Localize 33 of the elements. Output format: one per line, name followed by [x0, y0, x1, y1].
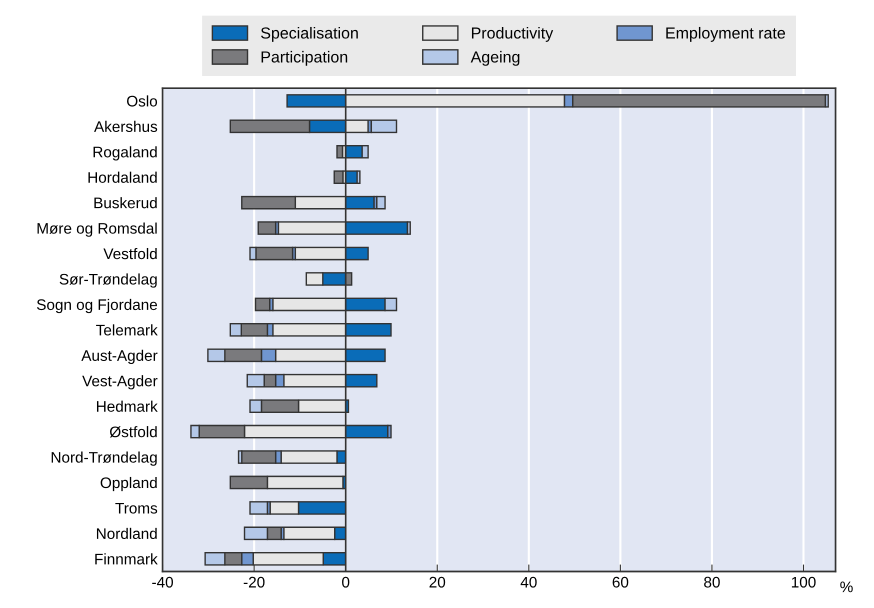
y-tick-label: Akershus — [94, 120, 158, 132]
x-tick-label: 100 — [792, 576, 816, 588]
y-tick-label: Rogaland — [94, 146, 157, 160]
y-tick-label: Hordaland — [88, 172, 157, 183]
y-tick-label: Nord-Trøndelag — [52, 452, 157, 466]
x-axis-title: % — [840, 582, 853, 592]
y-tick-label: Aust-Agder — [81, 350, 158, 364]
y-tick-label: Oslo — [127, 95, 158, 107]
legend-label: Participation — [262, 50, 348, 66]
y-tick-label: Oppland — [100, 476, 157, 492]
y-tick-label: Telemark — [96, 324, 158, 336]
y-tick-label: Sør-Trøndelag — [60, 273, 157, 288]
y-tick-label: Hedmark — [96, 400, 158, 412]
legend-label: Specialisation — [261, 26, 358, 42]
y-tick-label: Buskerud — [94, 197, 157, 208]
y-tick-label: Vest-Agder — [82, 375, 158, 390]
x-tick-label: -40 — [152, 576, 174, 588]
y-tick-label: Nordland — [96, 528, 157, 540]
legend-label: Employment rate — [666, 26, 786, 42]
x-tick-label: 80 — [704, 576, 720, 588]
y-tick-label: Møre og Romsdal — [38, 222, 157, 237]
x-tick-label: 40 — [520, 576, 537, 588]
x-tick-label: 60 — [612, 576, 628, 588]
y-tick-label: Sogn og Fjordane — [36, 298, 158, 314]
x-tick-label: 0 — [342, 576, 350, 588]
legend-label: Ageing — [470, 50, 520, 66]
y-tick-label: Troms — [115, 502, 158, 514]
y-tick-label: Vestfold — [103, 248, 157, 260]
y-tick-label: Østfold — [110, 426, 157, 438]
x-tick-label: 20 — [430, 576, 446, 588]
y-tick-label: Finnmark — [95, 553, 158, 564]
legend-label: Productivity — [472, 26, 554, 42]
x-tick-label: -20 — [244, 576, 265, 588]
